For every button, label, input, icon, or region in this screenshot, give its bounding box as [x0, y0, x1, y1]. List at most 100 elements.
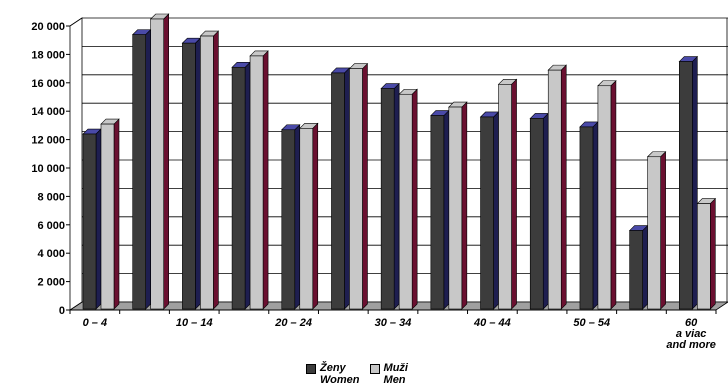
bar-women — [430, 109, 450, 310]
bars — [82, 13, 717, 310]
bar-front — [629, 230, 643, 310]
x-tick-label: 50 – 54 — [573, 317, 610, 329]
bar-side — [244, 61, 251, 310]
chart-left-wall — [69, 17, 83, 311]
bar-side — [344, 67, 350, 310]
x-tick-label: 30 – 34 — [375, 317, 412, 329]
bar-men — [199, 30, 220, 310]
bar-side — [692, 55, 698, 310]
bar-women — [82, 128, 102, 310]
x-tick-label: 0 – 4 — [83, 317, 107, 329]
bar-front — [331, 72, 345, 310]
bar-front — [82, 133, 97, 310]
bar-front — [249, 55, 264, 310]
legend-label-men-en: Men — [383, 374, 406, 386]
bar-women — [231, 61, 251, 310]
bar-side — [443, 109, 450, 310]
y-tick-label: 4 000 — [37, 248, 65, 260]
x-tick-label: 20 – 24 — [274, 317, 312, 329]
bar-front — [100, 123, 115, 310]
x-tick-label: 40 – 44 — [473, 317, 511, 329]
y-tick-label: 10 000 — [31, 163, 65, 175]
bar-side — [393, 82, 400, 310]
y-tick-label: 20 000 — [31, 21, 65, 33]
y-tick-label: 8 000 — [37, 191, 65, 203]
bar-side — [610, 80, 617, 310]
bar-side — [312, 122, 319, 310]
legend-label-women-en: Women — [320, 374, 360, 386]
y-tick-label: 14 000 — [31, 106, 65, 118]
y-tick-label: 16 000 — [31, 78, 65, 90]
bar-side — [294, 124, 301, 310]
bar-front — [380, 88, 395, 310]
bar-side — [542, 112, 549, 310]
bar-men — [448, 101, 468, 310]
bar-women — [529, 112, 549, 310]
bar-front — [281, 129, 296, 310]
bar-side — [262, 50, 269, 310]
legend: Ženy Women Muži Men — [306, 362, 408, 386]
bar-women — [579, 121, 599, 310]
bar-men — [497, 78, 518, 310]
bar-front — [679, 61, 693, 310]
bar-side — [493, 111, 499, 310]
bar-men — [100, 118, 120, 310]
y-tick-label: 0 — [59, 305, 65, 317]
bar-side — [95, 128, 102, 310]
bar-side — [411, 88, 418, 310]
bar-side — [163, 13, 169, 310]
legend-item-men: Muži Men — [369, 362, 408, 386]
bar-women — [281, 124, 301, 310]
bar-side — [362, 62, 368, 310]
legend-swatch-men — [369, 364, 380, 374]
bar-men — [249, 50, 269, 310]
y-tick-label: 2 000 — [37, 277, 65, 289]
bar-front — [299, 128, 314, 310]
bar-men — [696, 197, 717, 310]
x-tick-label: a viac — [676, 328, 707, 340]
bar-front — [547, 69, 562, 310]
bar-women — [380, 82, 400, 310]
bar-side — [113, 118, 120, 310]
bar-side — [660, 151, 666, 310]
bar-side — [145, 28, 151, 310]
bar-side — [642, 224, 648, 310]
bar-front — [529, 118, 544, 310]
bar-front — [231, 66, 246, 310]
bar-men — [398, 88, 418, 310]
bar-front — [579, 126, 594, 310]
bar-women — [330, 67, 351, 310]
bar-front — [448, 106, 463, 310]
bar-front — [498, 84, 512, 310]
bar-side — [511, 78, 517, 310]
bar-front — [182, 42, 196, 310]
y-tick-label: 12 000 — [31, 135, 65, 147]
bar-side — [195, 37, 201, 310]
bar-front — [200, 35, 214, 310]
bar-men — [348, 62, 369, 310]
y-tick-label: 6 000 — [37, 220, 65, 232]
bar-men — [547, 64, 567, 310]
bar-side — [560, 64, 567, 310]
legend-swatch-women — [306, 364, 316, 374]
bar-side — [710, 197, 716, 310]
bar-men — [646, 151, 667, 310]
bar-front — [480, 116, 494, 310]
bar-side — [592, 121, 599, 310]
bar-front — [150, 18, 164, 310]
x-tick-label: 60 — [685, 317, 698, 329]
bar-front — [430, 115, 445, 310]
legend-label-men: Muži — [383, 362, 408, 374]
bar-front — [647, 156, 661, 310]
bar-men — [299, 122, 319, 310]
x-axis-labels: 0 – 4 10 – 14 20 – 24 30 – 34 40 – 44 50 – 54… — [83, 317, 716, 351]
bar-front — [398, 93, 413, 310]
legend-item-women: Ženy Women — [306, 362, 360, 386]
bar-front — [132, 34, 146, 310]
bar-front — [597, 85, 612, 310]
bar-side — [213, 30, 219, 310]
legend-label-women: Ženy — [320, 362, 346, 374]
bar-front — [697, 203, 711, 310]
x-tick-label: and more — [666, 339, 716, 351]
